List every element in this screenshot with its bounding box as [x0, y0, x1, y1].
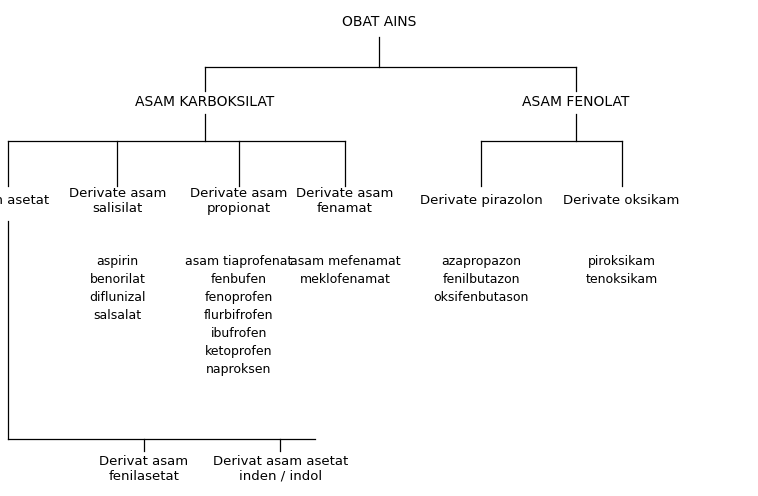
Text: OBAT AINS: OBAT AINS: [342, 15, 416, 29]
Text: aspirin
benorilat
diflunizal
salsalat: aspirin benorilat diflunizal salsalat: [89, 255, 146, 322]
Text: Derivate asam
propionat: Derivate asam propionat: [190, 187, 287, 215]
Text: asam mefenamat
meklofenamat: asam mefenamat meklofenamat: [290, 255, 400, 287]
Text: azapropazon
fenilbutazon
oksifenbutason: azapropazon fenilbutazon oksifenbutason: [434, 255, 529, 305]
Text: Derivat asam
fenilasetat: Derivat asam fenilasetat: [99, 455, 189, 483]
Text: Derivat asam asetat
inden / indol: Derivat asam asetat inden / indol: [213, 455, 348, 483]
Text: asam tiaprofenat
fenbufen
fenoprofen
flurbifrofen
ibufrofen
ketoprofen
naproksen: asam tiaprofenat fenbufen fenoprofen flu…: [185, 255, 293, 376]
Text: piroksikam
tenoksikam: piroksikam tenoksikam: [585, 255, 658, 287]
Text: ASAM FENOLAT: ASAM FENOLAT: [522, 95, 630, 109]
Text: Derivate asam
salisilat: Derivate asam salisilat: [69, 187, 166, 215]
Text: Derivate pirazolon: Derivate pirazolon: [420, 194, 543, 207]
Text: ASAM KARBOKSILAT: ASAM KARBOKSILAT: [135, 95, 274, 109]
Text: Derivate asam
fenamat: Derivate asam fenamat: [296, 187, 393, 215]
Text: Derivate oksikam: Derivate oksikam: [563, 194, 680, 207]
Text: Asam asetat: Asam asetat: [0, 194, 49, 207]
